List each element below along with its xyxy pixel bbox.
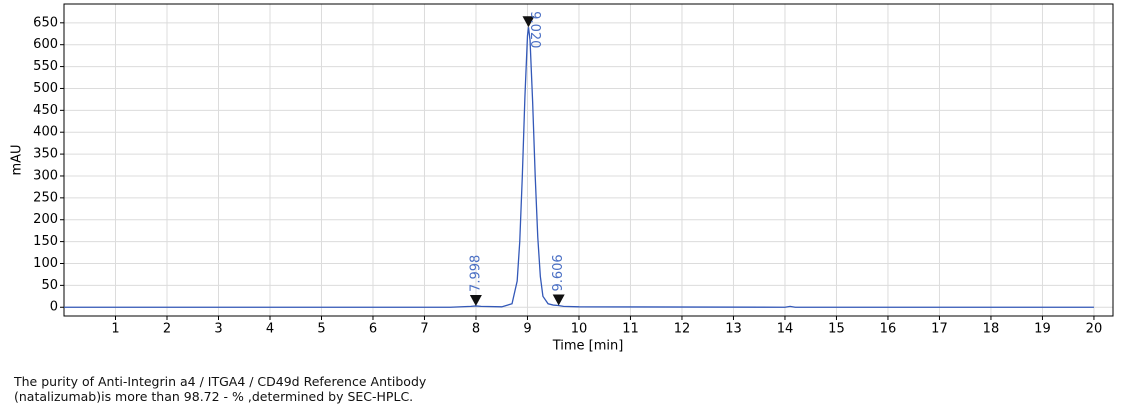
x-tick-label: 9	[523, 322, 531, 337]
y-tick-label: 0	[50, 300, 58, 315]
x-tick-label: 12	[674, 322, 691, 337]
peak-marker	[469, 294, 482, 306]
x-tick-label: 8	[472, 322, 480, 337]
x-tick-label: 2	[163, 322, 171, 337]
peak-label: 7.998	[468, 255, 483, 292]
y-tick-label: 250	[33, 190, 58, 205]
caption-line: The purity of Anti-Integrin a4 / ITGA4 /…	[14, 374, 427, 389]
y-tick-label: 150	[33, 234, 58, 249]
y-tick-label: 550	[33, 59, 58, 74]
peak-marker	[522, 16, 535, 28]
y-tick-label: 650	[33, 15, 58, 30]
x-tick-label: 14	[777, 322, 794, 337]
caption-line: (natalizumab)is more than 98.72 - % ,det…	[14, 389, 414, 404]
x-tick-label: 3	[214, 322, 222, 337]
x-tick-label: 19	[1034, 322, 1051, 337]
chart: Time [min] mAU 0 50 100 150 200 250 300 350 400 4…	[10, 3, 1114, 354]
x-tick-label: 10	[571, 322, 588, 337]
y-tick-label: 50	[41, 278, 58, 293]
x-tick-label: 6	[369, 322, 377, 337]
plot-area	[64, 4, 1113, 316]
x-tick-label: 16	[880, 322, 897, 337]
plot-frame	[63, 3, 1114, 317]
y-tick-label: 350	[33, 147, 58, 162]
y-tick-label: 100	[33, 256, 58, 271]
chromatogram-line	[64, 27, 1094, 308]
y-tick-label: 450	[33, 103, 58, 118]
y-tick-label: 200	[33, 212, 58, 227]
y-tick-label: 300	[33, 168, 58, 183]
peak-label: 9.020	[527, 11, 542, 48]
peak-marker	[552, 294, 565, 306]
x-tick-label: 20	[1086, 322, 1103, 337]
y-tick-label: 500	[33, 81, 58, 96]
x-tick-label: 18	[983, 322, 1000, 337]
x-tick-label: 17	[931, 322, 948, 337]
y-tick-label: 400	[33, 125, 58, 140]
y-tick-label: 600	[33, 37, 58, 52]
x-tick-label: 7	[420, 322, 428, 337]
x-tick-label: 15	[828, 322, 845, 337]
x-tick-label: 1	[111, 322, 119, 337]
x-tick-label: 4	[266, 322, 274, 337]
x-tick-label: 5	[317, 322, 325, 337]
peak-label: 9.606	[551, 254, 566, 291]
x-axis-label: Time [min]	[552, 339, 624, 354]
x-tick-label: 13	[725, 322, 742, 337]
x-tick-label: 11	[622, 322, 639, 337]
y-axis-label: mAU	[10, 144, 25, 175]
